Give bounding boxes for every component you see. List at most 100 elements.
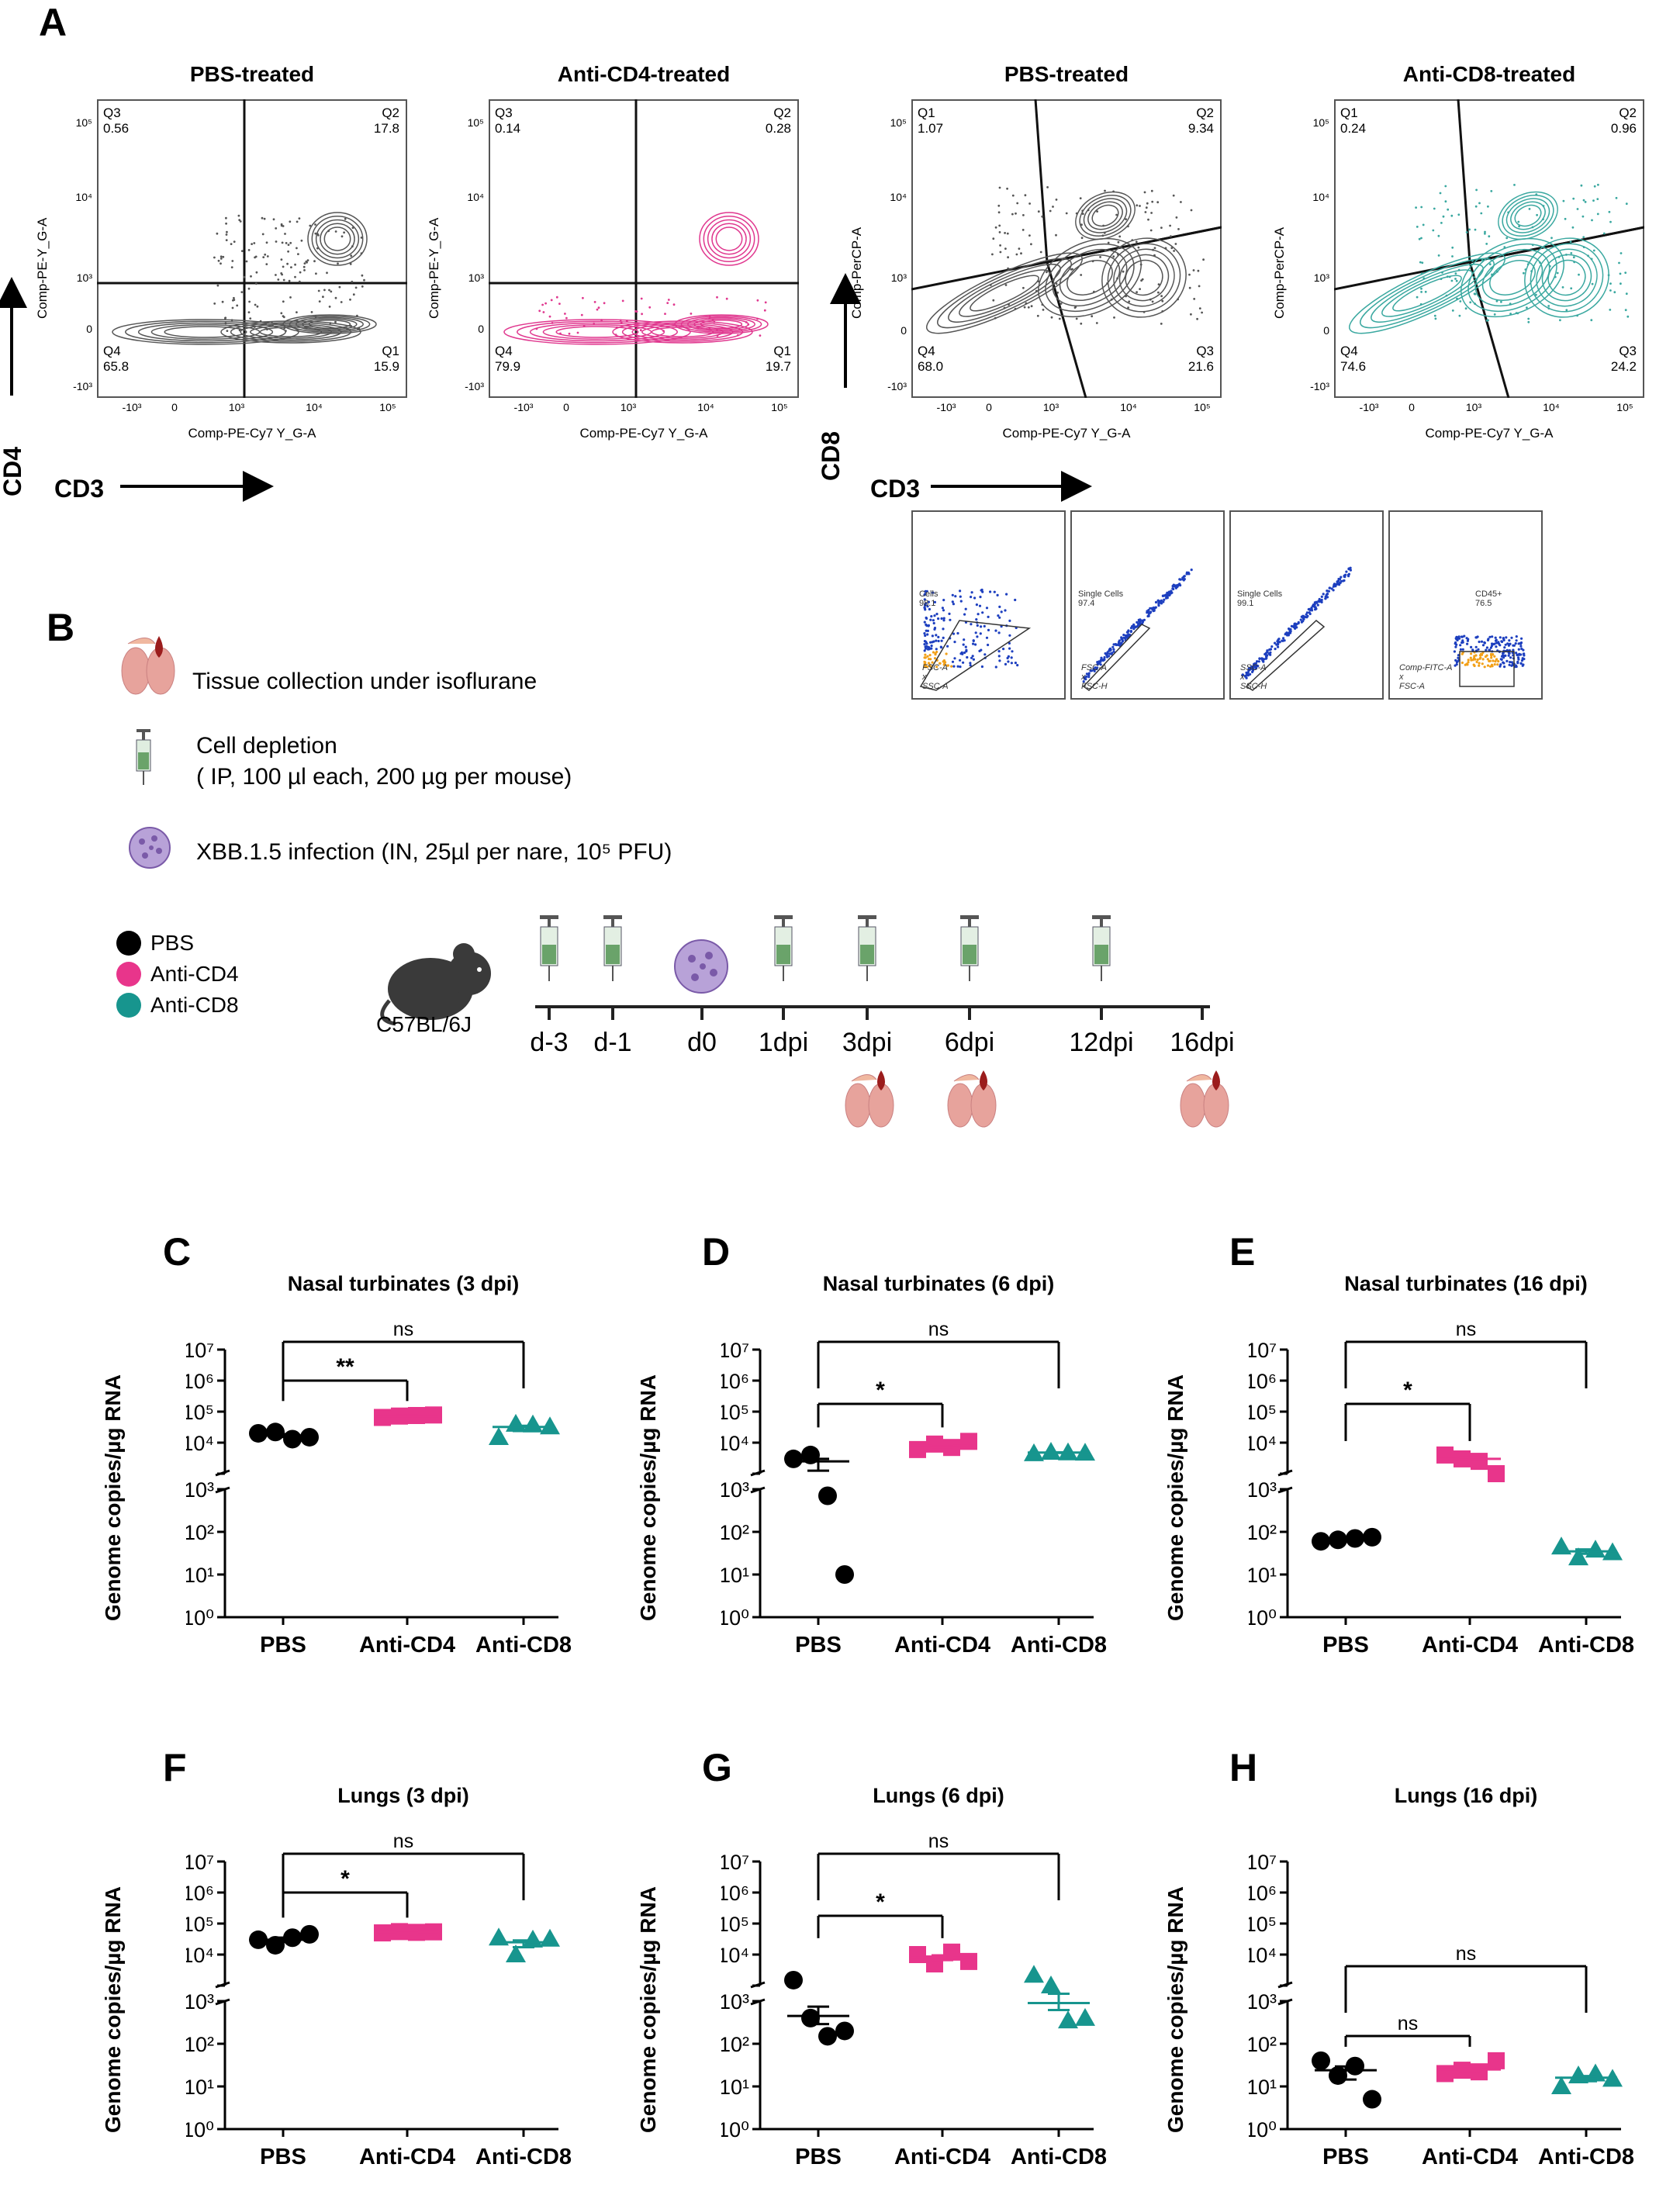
contour-line <box>1083 198 1128 233</box>
event-dot <box>1505 237 1509 240</box>
gating-event <box>1488 659 1492 662</box>
event-dot <box>1565 309 1568 312</box>
event-dot <box>1415 206 1417 209</box>
quadrant-name: Q1 <box>382 344 399 358</box>
chart-title: Nasal turbinates (6 dpi) <box>822 1272 1055 1295</box>
event-dot <box>1624 271 1627 274</box>
data-point-anti-cd8 <box>489 1426 509 1445</box>
gating-event <box>998 659 1001 662</box>
event-dot <box>1530 270 1533 272</box>
gating-plot-canvas <box>1453 634 1526 687</box>
gating-event <box>1010 662 1013 665</box>
event-dot <box>334 296 337 299</box>
event-dot <box>1150 189 1153 192</box>
gating-event <box>1244 675 1247 678</box>
event-dot <box>1535 193 1538 195</box>
gating-event <box>923 593 926 596</box>
gating-event <box>927 600 930 603</box>
event-dot <box>230 266 233 268</box>
legend-cd4-swatch <box>116 962 141 987</box>
contour-line <box>315 219 360 259</box>
gating-event <box>1166 591 1170 595</box>
mouse-icon <box>380 943 491 1026</box>
event-dot <box>303 262 306 264</box>
event-dot <box>1587 254 1589 258</box>
y-tick-label: 10⁰ <box>186 1606 214 1630</box>
flow-x-tick: 0 <box>1409 401 1415 413</box>
gating-event <box>1310 609 1314 612</box>
gating-event <box>1276 642 1280 645</box>
flow-y-tick: 10³ <box>468 271 484 284</box>
flow-x-tick: -10³ <box>122 401 142 413</box>
event-dot <box>1135 240 1138 244</box>
event-dot <box>1015 253 1018 256</box>
gating-event <box>1322 593 1325 596</box>
event-dot <box>1024 194 1027 197</box>
event-dot <box>634 310 637 313</box>
gating-event <box>928 654 932 657</box>
significance-label: ** <box>336 1354 354 1380</box>
event-dot <box>1478 202 1481 205</box>
quadrant-label-tr: Q2 9.34 <box>1167 105 1214 137</box>
gating-event <box>1302 617 1305 621</box>
gating-event <box>1454 637 1457 640</box>
contour-line <box>1502 195 1554 237</box>
y-tick-label: 10⁷ <box>186 1851 214 1874</box>
gating-event <box>952 665 956 668</box>
event-dot <box>352 293 355 296</box>
gating-event <box>1497 641 1500 644</box>
event-dot <box>1509 313 1512 315</box>
event-dot <box>542 311 545 313</box>
event-dot <box>220 258 223 260</box>
flow-x-tick: 10⁵ <box>1616 401 1633 413</box>
event-dot <box>621 299 624 302</box>
event-dot <box>759 334 762 337</box>
event-dot <box>264 323 267 325</box>
gating-event <box>1478 662 1481 665</box>
contour-line <box>125 320 286 344</box>
gating-event <box>1099 663 1102 666</box>
event-dot <box>1527 320 1530 323</box>
event-dot <box>992 237 995 240</box>
gating-event <box>934 652 937 655</box>
gating-event <box>1345 570 1348 573</box>
gating-event <box>942 659 945 662</box>
event-dot <box>1117 240 1120 244</box>
gating-event <box>1484 655 1487 659</box>
event-dot <box>1080 237 1084 240</box>
gating-event <box>926 645 929 648</box>
event-dot <box>289 296 292 299</box>
gating-event <box>1340 576 1343 579</box>
event-dot <box>1004 232 1006 234</box>
event-dot <box>280 312 283 315</box>
gating-event <box>923 643 926 646</box>
legend-cd4: Anti-CD4 <box>116 962 239 987</box>
event-dot <box>1572 197 1575 200</box>
gating-event <box>1454 642 1457 645</box>
panel-letter-c: C <box>163 1230 192 1274</box>
event-dot <box>1591 282 1594 285</box>
gating-event <box>1508 663 1511 666</box>
y-tick-label: 10⁵ <box>1249 1401 1277 1424</box>
gating-event <box>923 621 926 624</box>
flow-x-tick: 10⁴ <box>1543 401 1560 413</box>
gating-event <box>1149 607 1152 610</box>
gating-event <box>1253 664 1256 667</box>
gating-event <box>1103 655 1106 659</box>
flow-x-tick: 10³ <box>1042 401 1060 413</box>
y-tick-label: 10¹ <box>1249 2076 1277 2099</box>
chart-ylabel: Genome copies/µg RNA <box>1163 1886 1187 2133</box>
gating-event <box>1486 664 1490 667</box>
gating-event <box>1481 658 1485 661</box>
gating-event <box>1107 655 1111 658</box>
flow-x-tick: 0 <box>171 401 178 413</box>
gating-event <box>931 641 934 644</box>
gating-event <box>1122 636 1125 639</box>
flow-y-tick: 0 <box>478 323 484 335</box>
event-dot <box>597 306 600 309</box>
event-dot <box>1142 310 1146 313</box>
event-dot <box>1042 309 1045 311</box>
event-dot <box>1459 300 1462 302</box>
cd3-axis-label-left: CD3 <box>54 475 105 503</box>
legend-pbs-label: PBS <box>150 931 195 955</box>
